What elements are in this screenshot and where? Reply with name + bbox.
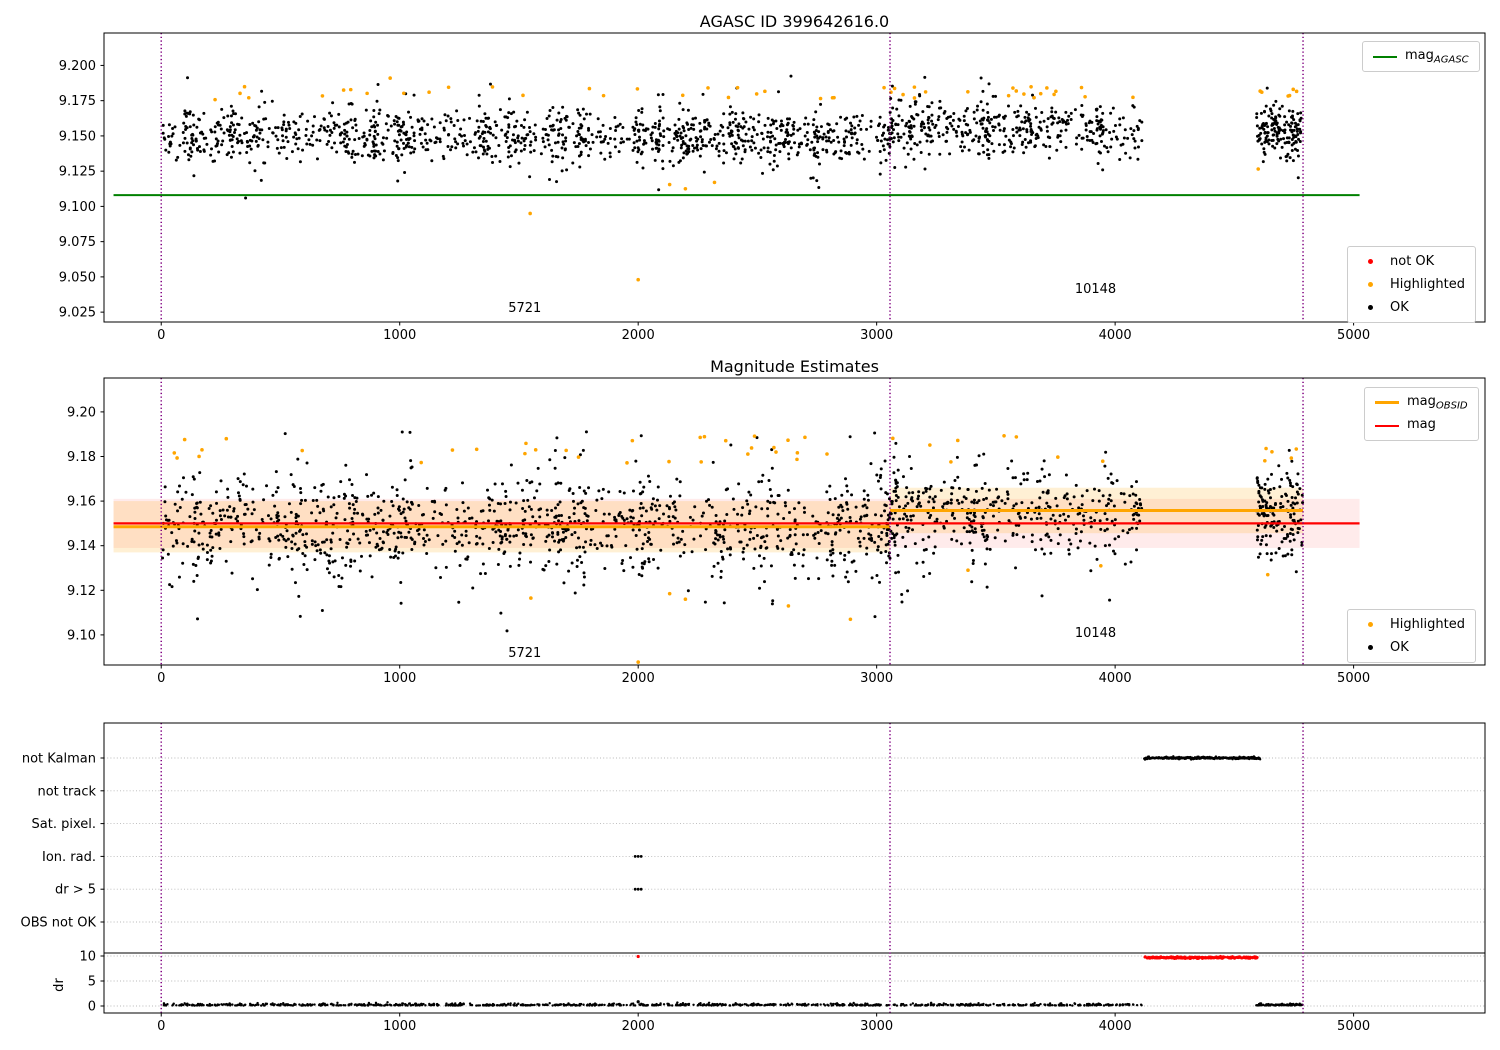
svg-text:9.025: 9.025 [59,306,96,321]
legend-label: Highlighted [1390,277,1465,292]
svg-text:10148: 10148 [1075,626,1116,641]
panel1-highlighted-points [213,76,1299,282]
svg-text:1000: 1000 [383,328,416,343]
svg-text:9.200: 9.200 [59,59,96,74]
legend-label: OK [1390,640,1409,655]
panel2-y-ticks: 9.10 9.12 9.14 9.16 9.18 9.20 [67,405,104,643]
panel1-axes: 0 1000 2000 3000 4000 5000 [103,32,1486,343]
svg-text:9.050: 9.050 [59,270,96,285]
legend-label: OK [1390,300,1409,315]
svg-text:9.125: 9.125 [59,165,96,180]
highlighted-dot-icon [1358,622,1382,627]
legend-label-text: mag [1407,393,1436,409]
svg-text:4000: 4000 [1099,328,1132,343]
mag-lines [113,508,1360,529]
legend-label-sub: AGASC [1433,54,1469,66]
legend-label: mag [1407,417,1436,435]
legend-label: not OK [1390,254,1435,269]
panel2-obsid-labels: 5721 10148 [508,626,1116,661]
not-ok-dot-icon [1358,259,1382,264]
legend-label: magOBSID [1407,394,1468,412]
dr-axis-label: dr [52,978,67,992]
mag-line-icon [1375,424,1399,427]
panel1-y-ticks: 9.025 9.050 9.075 9.100 9.125 9.150 9.175 9.200 [59,59,104,321]
mag-error-bands [113,487,1360,553]
svg-text:9.175: 9.175 [59,94,96,109]
svg-text:9.20: 9.20 [67,405,96,420]
flag-run-points [633,755,1262,891]
svg-text:5721: 5721 [508,646,541,661]
dr-ok-points [162,1001,1304,1007]
legend-item-mag: mag [1375,415,1468,436]
panel1-line-legend: magAGASC [1362,41,1480,72]
svg-text:9.18: 9.18 [67,450,96,465]
svg-text:0: 0 [157,671,165,686]
mag-agasc-line-icon [1373,55,1397,58]
svg-text:9.14: 9.14 [67,539,96,554]
legend-label: magAGASC [1405,48,1469,66]
panel1-ok-points [161,74,1303,200]
panel2-marker-legend: Highlighted OK [1347,609,1476,663]
svg-text:9.12: 9.12 [67,584,96,599]
legend-item-mag-agasc: magAGASC [1373,46,1469,67]
svg-text:5721: 5721 [508,301,541,316]
panel3-axes: 0 1000 2000 3000 4000 5000 [103,722,1486,1034]
highlighted-dot-icon [1358,282,1382,287]
panel1-marker-legend: not OK Highlighted OK [1347,246,1476,323]
svg-text:9.075: 9.075 [59,235,96,250]
legend-item-ok: OK [1358,297,1465,318]
svg-text:2000: 2000 [622,328,655,343]
panel2-highlighted-points [172,433,1299,664]
obsid-boundary-vlines [160,33,1304,322]
dr-not-ok-points [636,954,1259,1004]
legend-item-ok: OK [1358,637,1465,658]
svg-text:4000: 4000 [1099,671,1132,686]
svg-text:1000: 1000 [383,671,416,686]
svg-text:3000: 3000 [860,328,893,343]
mag-obsid-line-icon [1375,401,1399,404]
panel2-axes: 0 1000 2000 3000 4000 5000 [103,377,1486,686]
svg-text:9.10: 9.10 [67,628,96,643]
svg-text:5000: 5000 [1337,328,1370,343]
panel1-title: AGASC ID 399642616.0 [699,12,890,31]
svg-text:9.100: 9.100 [59,200,96,215]
legend-item-highlighted: Highlighted [1358,274,1465,295]
legend-item-highlighted: Highlighted [1358,614,1465,635]
ok-dot-icon [1358,645,1382,650]
svg-text:5000: 5000 [1337,671,1370,686]
legend-label: Highlighted [1390,617,1465,632]
legend-label-text: mag [1407,416,1436,432]
legend-label-text: mag [1405,47,1434,63]
legend-item-mag-obsid: magOBSID [1375,392,1468,413]
svg-text:9.16: 9.16 [67,495,96,510]
legend-label-sub: OBSID [1435,400,1468,412]
svg-text:3000: 3000 [860,671,893,686]
panel2-line-legend: magOBSID mag [1364,387,1479,441]
svg-text:0: 0 [157,328,165,343]
legend-item-not-ok: not OK [1358,251,1465,272]
ok-dot-icon [1358,305,1382,310]
panel3-gridlines [104,757,1485,1007]
obsid-boundary-vlines [160,723,1304,1013]
svg-text:2000: 2000 [622,671,655,686]
panel2-title: Magnitude Estimates [710,357,879,376]
panel1-obsid-labels: 5721 10148 [508,282,1116,316]
svg-text:9.150: 9.150 [59,129,96,144]
svg-text:10148: 10148 [1075,282,1116,297]
